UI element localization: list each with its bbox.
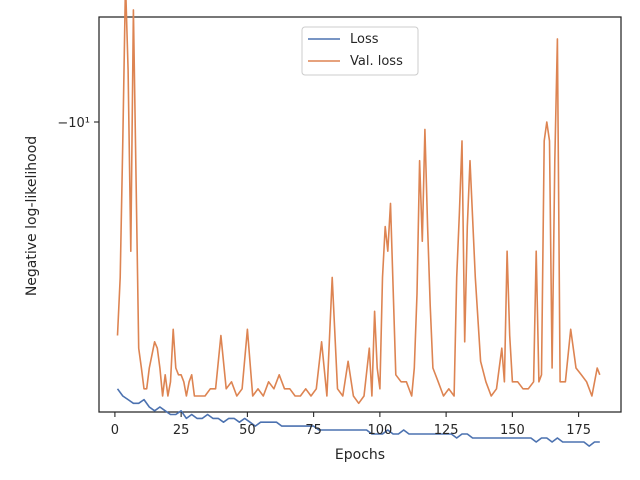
x-tick-label: 25 — [173, 423, 190, 438]
x-axis-ticks: 0 25 50 75 100 125 150 175 — [111, 412, 591, 438]
x-tick-label: 175 — [566, 423, 591, 438]
legend-label-val-loss: Val. loss — [350, 54, 403, 69]
legend: Loss Val. loss — [301, 26, 419, 76]
x-axis-label: Epochs — [335, 447, 385, 463]
x-tick-label: 150 — [500, 423, 525, 438]
x-tick-label: 0 — [111, 423, 119, 438]
x-tick-label: 100 — [367, 423, 392, 438]
y-axis-ticks: −10¹ — [57, 116, 99, 131]
x-tick-label: 75 — [305, 423, 322, 438]
x-tick-label: 50 — [239, 423, 256, 438]
series-line-loss — [116, 388, 600, 447]
x-tick-label: 125 — [434, 423, 459, 438]
plot-area — [98, 0, 622, 447]
legend-label-loss: Loss — [350, 32, 379, 47]
series-line-val-loss — [116, 0, 601, 405]
y-tick-label: −10¹ — [57, 116, 90, 131]
plot-frame — [98, 16, 622, 413]
y-axis-label: Negative log-likelihood — [24, 136, 40, 296]
